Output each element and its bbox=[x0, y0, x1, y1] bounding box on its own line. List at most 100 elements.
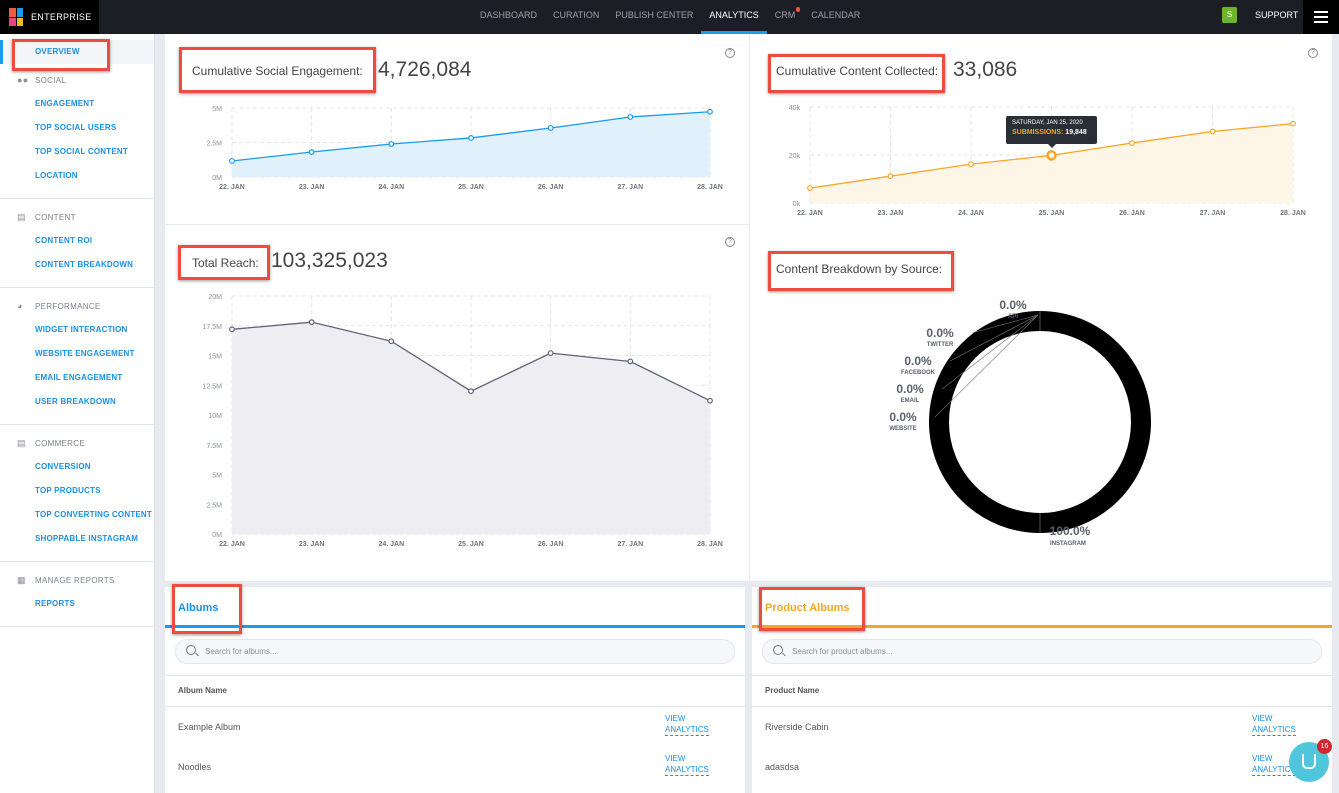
sidebar-section-header: ◕ PERFORMANCE bbox=[0, 294, 154, 318]
x-tick-label: 25. JAN bbox=[458, 184, 484, 191]
x-tick-label: 22. JAN bbox=[219, 184, 245, 191]
column-header-product-name[interactable]: Product Name bbox=[752, 675, 1332, 707]
gauge-icon: ◕ bbox=[17, 301, 23, 311]
sidebar-item-shoppable-instagram[interactable]: SHOPPABLE INSTAGRAM bbox=[35, 534, 139, 543]
y-tick-label: 20M bbox=[208, 294, 222, 301]
nav-crm[interactable]: CRM bbox=[767, 0, 804, 34]
sidebar-section-header: ▤ COMMERCE bbox=[0, 431, 154, 455]
nav-analytics[interactable]: ANALYTICS bbox=[701, 0, 767, 34]
connector-line bbox=[934, 314, 1039, 418]
sidebar-item-reports[interactable]: REPORTS bbox=[35, 599, 76, 608]
support-link[interactable]: SUPPORT bbox=[1255, 10, 1299, 20]
product-albums-search-input[interactable]: Search for product albums... bbox=[762, 639, 1322, 664]
sidebar-item-top-converting-content[interactable]: TOP CONVERTING CONTENT bbox=[35, 510, 153, 519]
total-reach-label: Total Reach: bbox=[192, 256, 259, 270]
data-label-pct: 100.0% bbox=[1050, 524, 1091, 538]
brand-logo[interactable]: ENTERPRISE bbox=[0, 0, 99, 34]
help-icon[interactable]: ? bbox=[725, 48, 735, 58]
nav-publish-center[interactable]: PUBLISH CENTER bbox=[615, 10, 694, 20]
annotation-box bbox=[172, 584, 242, 634]
x-tick-label: 23. JAN bbox=[299, 541, 325, 548]
sidebar-item-content-breakdown[interactable]: CONTENT BREAKDOWN bbox=[35, 260, 134, 269]
sidebar-item-top-products[interactable]: TOP PRODUCTS bbox=[35, 486, 101, 495]
user-avatar[interactable]: S bbox=[1222, 7, 1237, 23]
y-tick-label: 5M bbox=[212, 473, 222, 480]
total-reach-chart: 0M 2.5M 5M 7.5M 10M 12.5M 15M 17.5M 20M 22. JAN 23… bbox=[203, 294, 723, 548]
data-label-pct: 0.0% bbox=[999, 298, 1027, 312]
content-breakdown-donut: 0.0% API 0.0% TWITTER 0.0% FACEBOOK 0.0% EMAIL 0… bbox=[889, 298, 1151, 547]
social-engagement-label: Cumulative Social Engagement: bbox=[192, 64, 363, 78]
view-analytics-link[interactable]: VIEW ANALYTICS bbox=[1252, 714, 1296, 736]
social-engagement-value: 4,726,084 bbox=[378, 58, 472, 81]
sidebar-item-website-engagement[interactable]: WEBSITE ENGAGEMENT bbox=[35, 349, 135, 358]
sidebar-section-header: ▦ MANAGE REPORTS bbox=[0, 568, 154, 592]
nav-curation[interactable]: CURATION bbox=[553, 10, 600, 20]
table-row: adasdsa VIEW ANALYTICS bbox=[752, 747, 1332, 787]
y-tick-label: 15M bbox=[208, 354, 222, 361]
albums-accent-bar bbox=[165, 625, 745, 628]
nav-calendar[interactable]: CALENDAR bbox=[811, 10, 861, 20]
help-icon[interactable]: ? bbox=[1308, 48, 1318, 58]
data-point bbox=[547, 125, 554, 131]
annotation-box bbox=[768, 251, 954, 291]
data-point bbox=[308, 319, 315, 326]
view-analytics-link[interactable]: VIEW ANALYTICS bbox=[1252, 754, 1296, 776]
search-icon bbox=[186, 645, 196, 655]
sidebar-item-content-roi[interactable]: CONTENT ROI bbox=[35, 236, 93, 245]
data-label-pct: 0.0% bbox=[889, 410, 917, 424]
annotation-box bbox=[12, 39, 110, 71]
data-point bbox=[468, 388, 474, 395]
basket-icon: ▤ bbox=[17, 437, 26, 448]
area-fill bbox=[232, 322, 710, 534]
data-label-name: FACEBOOK bbox=[901, 370, 936, 376]
data-label-name: WEBSITE bbox=[889, 426, 916, 432]
help-icon[interactable]: ? bbox=[725, 237, 735, 247]
area-fill bbox=[810, 123, 1293, 203]
x-tick-label: 24. JAN bbox=[958, 210, 984, 217]
sidebar-group-performance: ◕ PERFORMANCE WIDGET INTERACTION WEBSITE EN… bbox=[0, 288, 154, 425]
search-icon bbox=[773, 645, 783, 655]
x-tick-label: 26. JAN bbox=[1119, 210, 1145, 217]
data-point bbox=[388, 338, 395, 345]
content-collected-label: Cumulative Content Collected: bbox=[776, 64, 939, 78]
sidebar-item-conversion[interactable]: CONVERSION bbox=[35, 462, 91, 471]
nav-dashboard[interactable]: DASHBOARD bbox=[480, 10, 538, 20]
table-row: Example Album VIEW ANALYTICS bbox=[165, 707, 745, 747]
sidebar-item-overview[interactable]: OVERVIEW bbox=[0, 40, 154, 64]
image-icon: ▤ bbox=[17, 211, 26, 222]
x-tick-label: 28. JAN bbox=[1280, 210, 1306, 217]
data-label-pct: 0.0% bbox=[926, 326, 954, 340]
content-collected-chart: 0k 20k 40k 22. JAN 23. JAN 24. JAN 25. JAN 26. … bbox=[789, 105, 1306, 217]
sidebar-item-top-social-content[interactable]: TOP SOCIAL CONTENT bbox=[35, 147, 128, 156]
section-title: SOCIAL bbox=[35, 75, 67, 85]
connector-line bbox=[949, 314, 1039, 362]
section-title: PERFORMANCE bbox=[35, 301, 101, 311]
sidebar-item-email-engagement[interactable]: EMAIL ENGAGEMENT bbox=[35, 373, 123, 382]
hamburger-menu-icon[interactable] bbox=[1303, 0, 1339, 34]
y-tick-label: 0M bbox=[212, 532, 222, 539]
product-albums-title: Product Albums bbox=[765, 602, 850, 614]
sidebar-item-widget-interaction[interactable]: WIDGET INTERACTION bbox=[35, 325, 128, 334]
album-name: Noodles bbox=[178, 762, 212, 772]
data-label-name: INSTAGRAM bbox=[1050, 541, 1086, 547]
view-analytics-link[interactable]: VIEW ANALYTICS bbox=[665, 754, 709, 776]
sidebar-item-location[interactable]: LOCATION bbox=[35, 171, 78, 180]
sidebar-item-engagement[interactable]: ENGAGEMENT bbox=[35, 99, 95, 108]
data-point bbox=[229, 158, 235, 164]
sidebar-item-user-breakdown[interactable]: USER BREAKDOWN bbox=[35, 397, 117, 406]
sidebar-section-header: ●● SOCIAL bbox=[0, 68, 154, 92]
albums-search-input[interactable]: Search for albums... bbox=[175, 639, 735, 664]
tooltip-date: SATURDAY, JAN 25, 2020 bbox=[1012, 120, 1083, 126]
x-tick-label: 27. JAN bbox=[1200, 210, 1226, 217]
data-label-pct: 0.0% bbox=[896, 382, 924, 396]
x-tick-label: 26. JAN bbox=[538, 184, 564, 191]
data-point bbox=[308, 149, 315, 155]
x-tick-label: 24. JAN bbox=[378, 184, 404, 191]
x-tick-label: 26. JAN bbox=[538, 541, 564, 548]
chat-launcher-button[interactable]: 16 bbox=[1289, 739, 1332, 782]
donut-slice-instagram bbox=[929, 311, 1151, 533]
view-analytics-link[interactable]: VIEW ANALYTICS bbox=[665, 714, 709, 736]
column-header-album-name[interactable]: Album Name bbox=[165, 675, 745, 707]
album-name: Example Album bbox=[178, 722, 241, 732]
sidebar-item-top-social-users[interactable]: TOP SOCIAL USERS bbox=[35, 123, 117, 132]
